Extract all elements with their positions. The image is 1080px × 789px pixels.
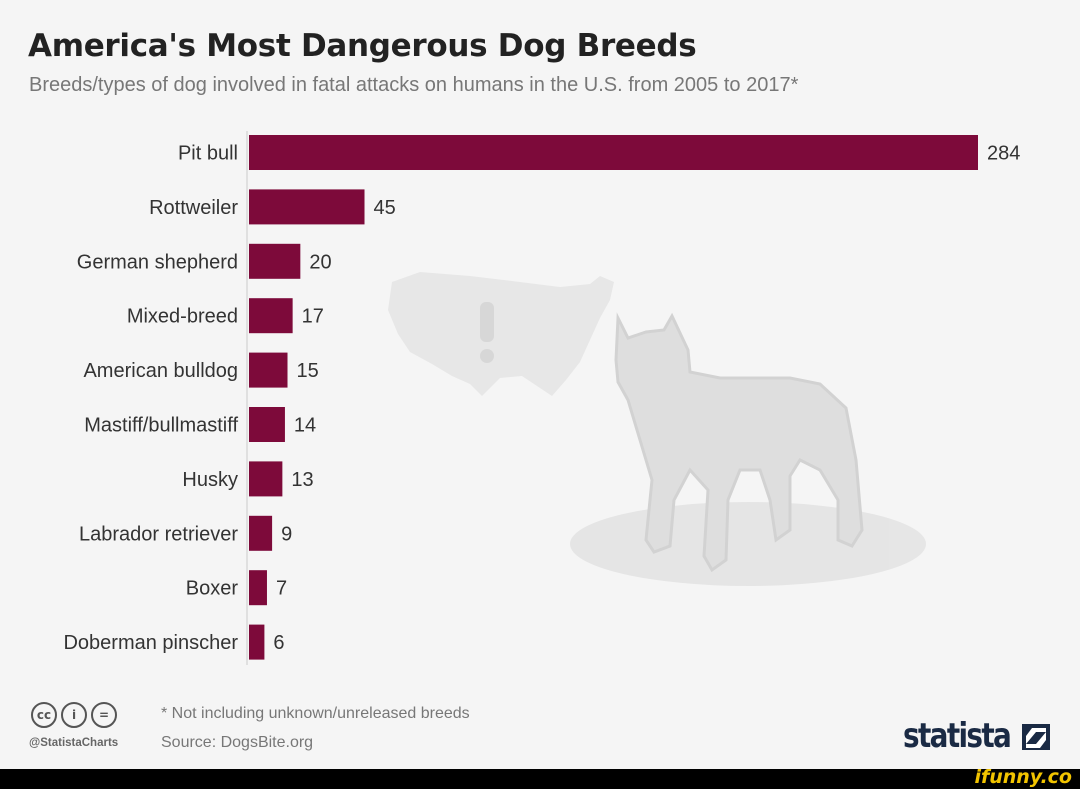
category-label: German shepherd [77, 251, 238, 273]
bar [249, 624, 265, 660]
bar [249, 189, 365, 225]
category-labels-group: Pit bull Rottweiler German shepherd Mixed-b… [63, 143, 238, 655]
value-label: 14 [294, 415, 316, 437]
dog-shadow [570, 502, 926, 586]
value-label: 17 [302, 306, 324, 328]
cc-icon: cc [31, 702, 57, 728]
statista-logo-icon [1022, 724, 1050, 750]
bottom-bar [0, 769, 1080, 789]
attribution-icon: i [61, 702, 87, 728]
exclamation-bar [480, 302, 494, 342]
footnote: * Not including unknown/unreleased breed… [161, 705, 470, 722]
bar [249, 243, 301, 279]
bar [249, 570, 267, 606]
bar [249, 515, 273, 551]
license-icons: cc i = [31, 702, 117, 728]
source-note: Source: DogsBite.org [161, 734, 314, 751]
social-handle[interactable]: @StatistaCharts [29, 737, 119, 749]
value-label: 9 [281, 523, 292, 545]
bar-chart: Pit bull Rottweiler German shepherd Mixed-b… [63, 131, 1020, 665]
bar [249, 298, 293, 334]
bar [249, 461, 283, 497]
value-labels-group: 284 45 20 17 15 14 13 9 7 6 [273, 143, 1020, 655]
value-label: 45 [374, 197, 396, 219]
bar [249, 407, 285, 442]
value-label: 284 [987, 143, 1020, 165]
category-label: Labrador retriever [79, 523, 238, 545]
value-label: 6 [273, 632, 284, 654]
category-label: Rottweiler [149, 197, 238, 219]
category-label: Doberman pinscher [63, 632, 238, 654]
value-label: 20 [309, 251, 331, 273]
bars-group [249, 135, 978, 660]
category-label: Mixed-breed [127, 306, 238, 328]
category-label: Boxer [186, 578, 239, 600]
category-label: Pit bull [178, 143, 238, 165]
chart-title: America's Most Dangerous Dog Breeds [28, 28, 697, 64]
bar [249, 135, 978, 170]
background-illustration [388, 272, 926, 586]
exclamation-dot [480, 349, 494, 363]
no-derivatives-icon: = [91, 702, 117, 728]
category-label: Mastiff/bullmastiff [84, 415, 238, 437]
watermark: ifunny.co [974, 766, 1072, 788]
value-label: 13 [291, 469, 313, 491]
statista-logo[interactable]: statista [903, 716, 1012, 756]
us-map-shape [388, 272, 614, 396]
chart-subtitle: Breeds/types of dog involved in fatal at… [29, 74, 799, 96]
category-label: American bulldog [83, 360, 238, 382]
bar [249, 352, 288, 388]
category-label: Husky [182, 469, 238, 491]
value-label: 15 [297, 360, 319, 382]
value-label: 7 [276, 578, 287, 600]
dog-silhouette [614, 312, 864, 573]
